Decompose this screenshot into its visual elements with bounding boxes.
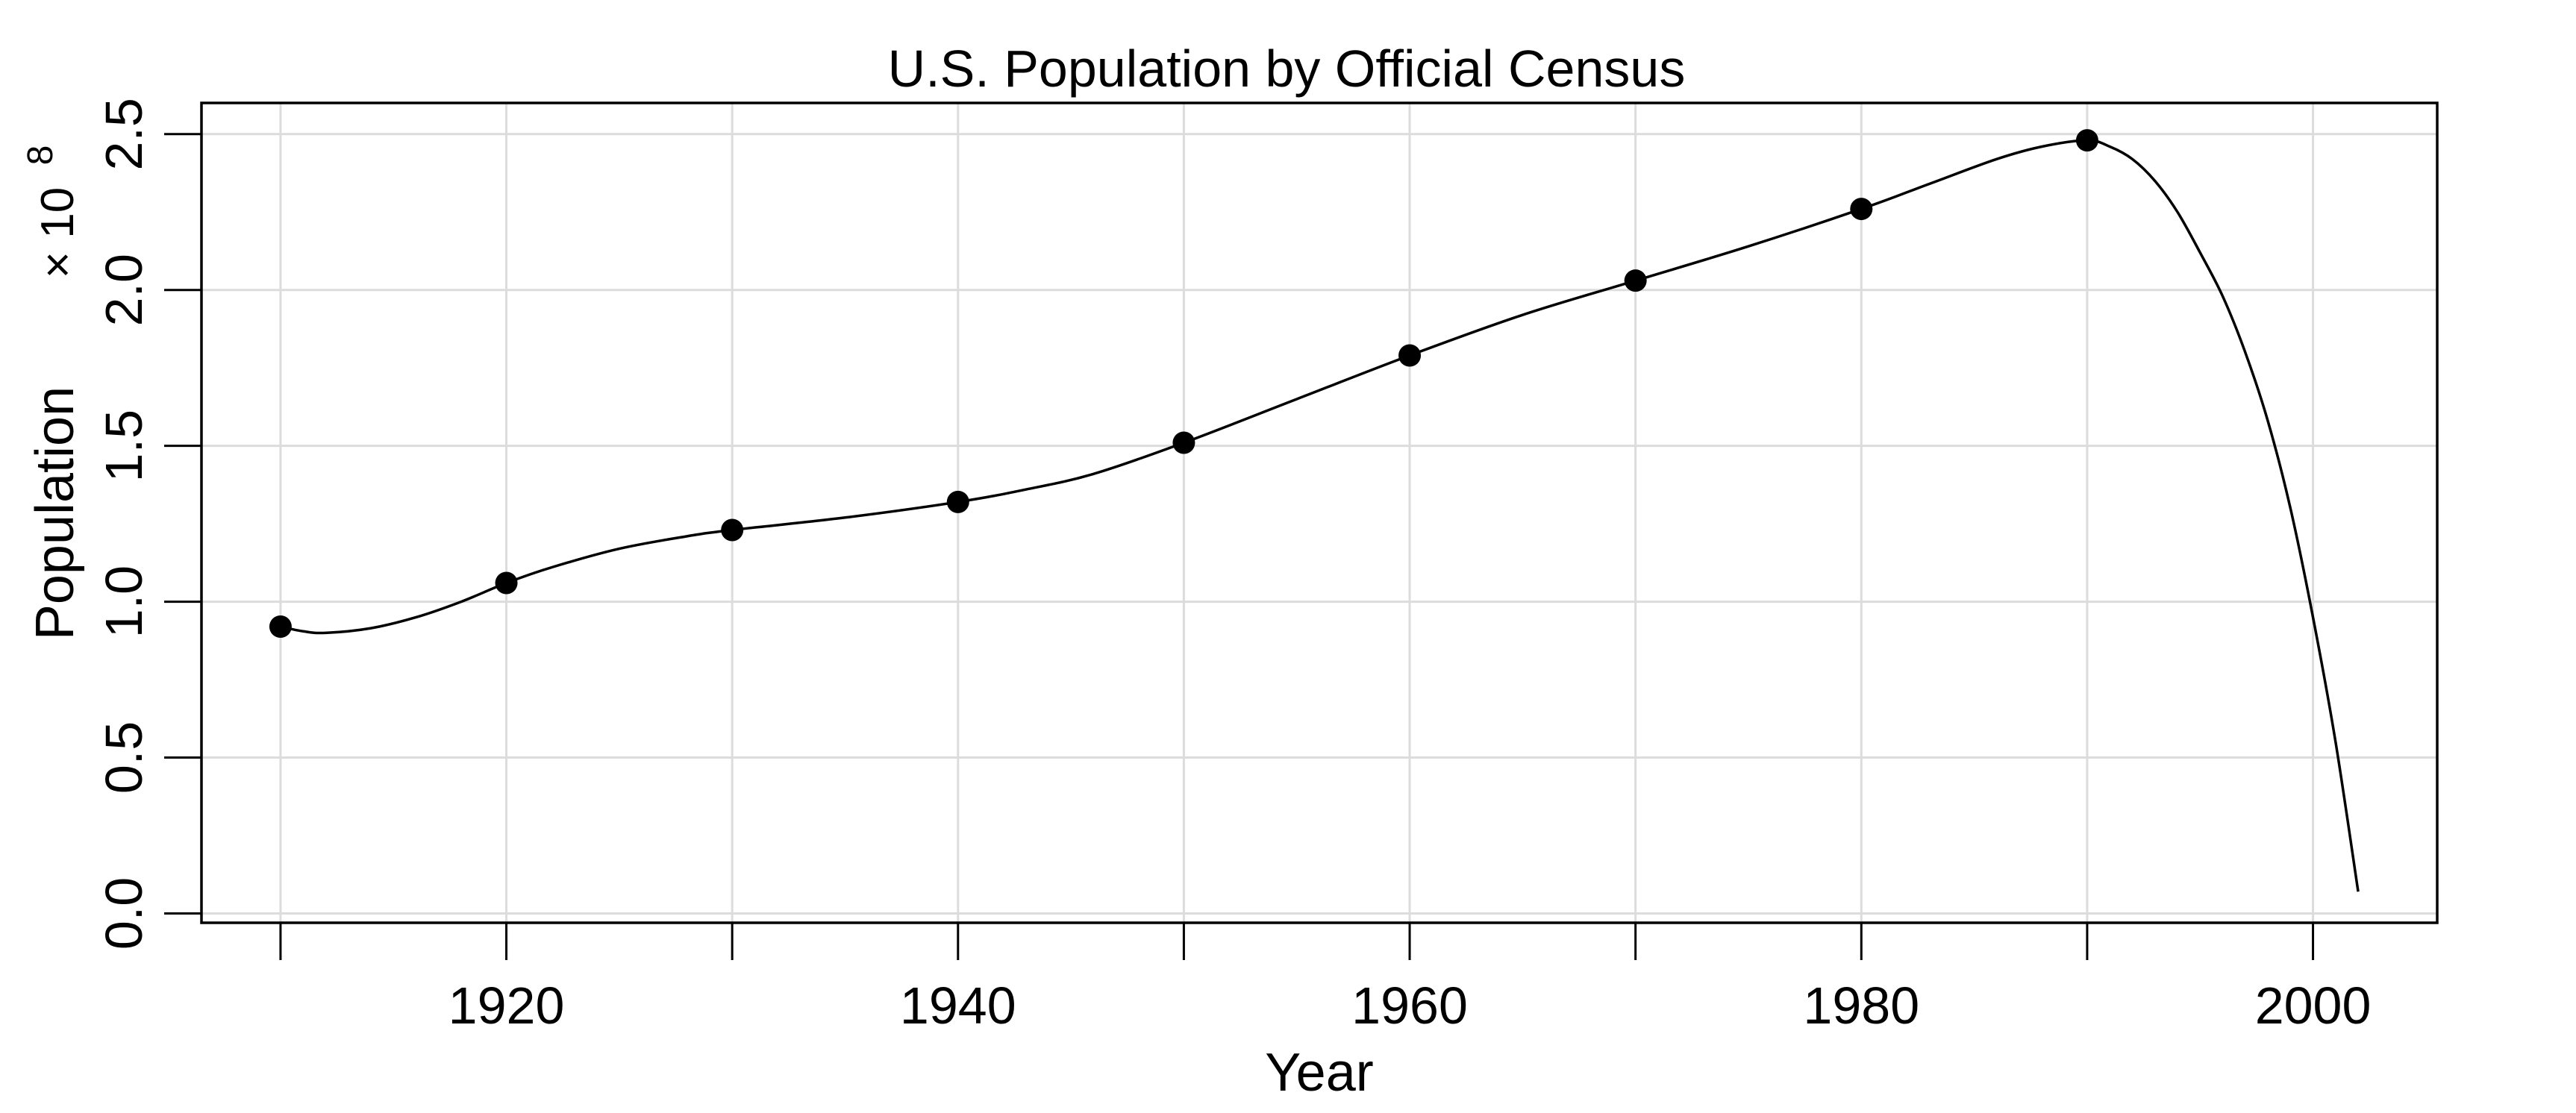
x-tick-label-2000: 2000 bbox=[2255, 976, 2372, 1035]
data-point-1980 bbox=[1850, 198, 1873, 221]
data-point-1970 bbox=[1624, 269, 1647, 292]
y-tick-label-2.5: 2.5 bbox=[95, 98, 153, 170]
y-tick-label-0.5: 0.5 bbox=[95, 721, 153, 794]
y-tick-label-2: 2.0 bbox=[95, 254, 153, 326]
data-point-1910 bbox=[269, 615, 292, 639]
x-tick-label-1940: 1940 bbox=[900, 976, 1016, 1035]
y-axis-label: Population bbox=[25, 386, 85, 640]
y-tick-label-1.5: 1.5 bbox=[95, 410, 153, 482]
y-multiplier-base: × 10 bbox=[32, 187, 84, 278]
y-tick-label-1: 1.0 bbox=[95, 565, 153, 638]
x-tick-label-1960: 1960 bbox=[1351, 976, 1468, 1035]
data-point-1930 bbox=[721, 518, 744, 542]
plot-frame bbox=[200, 101, 2439, 924]
y-multiplier-exponent: 8 bbox=[21, 145, 60, 166]
data-point-1990 bbox=[2075, 129, 2098, 152]
grid bbox=[201, 103, 2437, 923]
population-curve bbox=[280, 139, 2360, 892]
data-point-1950 bbox=[1172, 431, 1195, 454]
axes: 1920 1940 1960 1980 2000 0.0 0.5 1.0 1.5 2.0 2.5 bbox=[95, 98, 2371, 1035]
data-point-1940 bbox=[946, 490, 969, 513]
x-tick-label-1920: 1920 bbox=[448, 976, 565, 1035]
y-tick-label-0: 0.0 bbox=[95, 877, 153, 950]
data-points bbox=[269, 129, 2098, 639]
chart-title: U.S. Population by Official Census bbox=[888, 40, 1686, 98]
x-axis-label: Year bbox=[1265, 1043, 1373, 1103]
x-tick-label-1980: 1980 bbox=[1803, 976, 1919, 1035]
data-point-1960 bbox=[1398, 344, 1422, 367]
y-multiplier: × 10 8 bbox=[21, 145, 84, 279]
data-point-1920 bbox=[495, 571, 518, 595]
